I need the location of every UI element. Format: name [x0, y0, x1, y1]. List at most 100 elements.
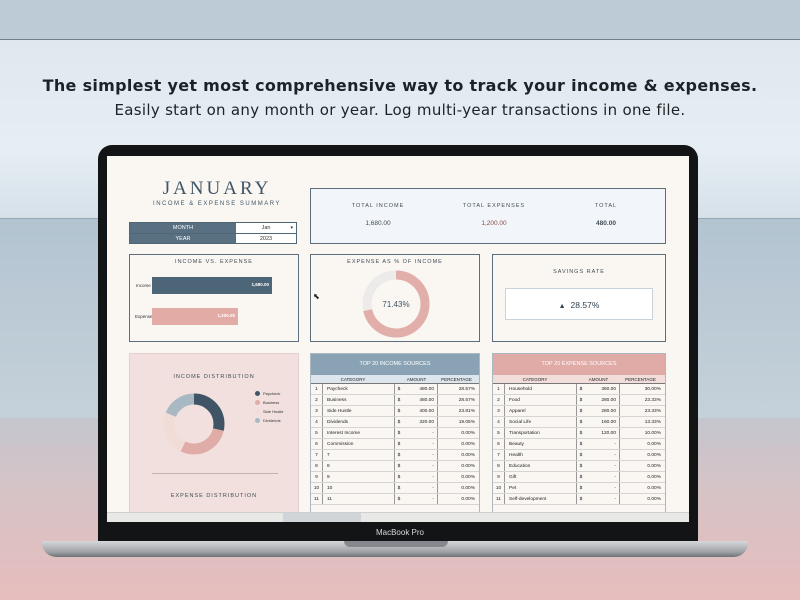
row-currency: $: [579, 387, 583, 392]
expense-bar: 1,200.00: [152, 308, 238, 325]
expense_sources-row[interactable]: 5 Transportation $120.00 10.00%: [493, 428, 665, 439]
headline-subtitle: Easily start on any month or year. Log m…: [114, 101, 686, 119]
income_sources-row[interactable]: 2 Business $480.00 28.57%: [311, 395, 479, 406]
expense_sources-row[interactable]: 9 Gift $ - 0.00%: [493, 472, 665, 483]
expense_sources-row[interactable]: 4 Social Life $160.00 13.33%: [493, 417, 665, 428]
column-header-amount: AMOUNT: [406, 377, 427, 382]
totals-card: TOTAL INCOME 1,680.00 TOTAL EXPENSES 1,2…: [310, 188, 666, 244]
row-currency: $: [397, 431, 401, 436]
row-currency: $: [579, 431, 583, 436]
expense-bar-label: Expense: [135, 314, 153, 319]
legend-label: Dividends: [263, 418, 281, 423]
legend-dot: [255, 400, 260, 406]
row-amount: -: [403, 472, 438, 482]
row-currency: $: [579, 475, 583, 480]
row-category: Gift: [505, 472, 577, 482]
income-sources-table: TOP 20 INCOME SOURCES CATEGORY AMOUNT PE…: [310, 353, 480, 522]
income-bar-value: 1,680.00: [251, 282, 269, 287]
income-vs-expense-title: INCOME VS. EXPENSE: [175, 259, 253, 265]
row-percentage: 30.00%: [644, 387, 661, 392]
month-value: Jan: [261, 225, 271, 231]
month-title: JANUARY: [162, 178, 272, 199]
income_sources-row[interactable]: 6 Commission $ - 0.00%: [311, 439, 479, 450]
income_sources-row[interactable]: 9 9 $ -0.00%: [311, 472, 479, 483]
sheet-tab-active[interactable]: [283, 513, 361, 522]
row-category: Business: [323, 395, 395, 405]
row-percentage: 0.00%: [461, 431, 475, 436]
income_sources-row[interactable]: 5 Interest Income $ - 0.00%: [311, 428, 479, 439]
income_sources-row[interactable]: 10 10 $ -0.00%: [311, 483, 479, 494]
total-expenses: TOTAL EXPENSES 1,200.00: [439, 203, 549, 227]
expense_sources-row[interactable]: 7 Health $ - 0.00%: [493, 450, 665, 461]
total-income-label: TOTAL INCOME: [351, 203, 405, 209]
row-number: 3: [311, 406, 323, 416]
row-amount: -: [585, 461, 620, 471]
income_sources-row[interactable]: 1 Paycheck $480.00 28.57%: [311, 384, 479, 395]
row-amount: -: [585, 472, 620, 482]
row-percentage: 0.00%: [461, 497, 475, 502]
income_sources-row[interactable]: 11 11 $ -0.00%: [311, 494, 479, 505]
income_sources-row[interactable]: 3 Side Hustle $400.00 23.81%: [311, 406, 479, 417]
row-category: 8: [323, 461, 395, 471]
income_sources-row[interactable]: 4 Dividends $320.00 19.05%: [311, 417, 479, 428]
expense_sources-row[interactable]: 2 Food $280.00 23.33%: [493, 395, 665, 406]
month-dropdown[interactable]: Jan ▾: [236, 223, 296, 233]
row-percentage: 0.00%: [461, 453, 475, 458]
expense-bar-value: 1,200.00: [217, 313, 235, 318]
income_sources-row[interactable]: 7 7 $ -0.00%: [311, 450, 479, 461]
row-category: Transportation: [505, 428, 577, 438]
total-expenses-value: 1,200.00: [481, 220, 507, 227]
savings-rate-value: 28.57%: [570, 300, 600, 310]
income-bar-label: Income: [136, 283, 151, 288]
sheet-tab-bar: [107, 512, 689, 522]
mouse-cursor-icon: ⬉: [313, 292, 320, 301]
income-sources-header: CATEGORY AMOUNT PERCENTAGE: [311, 375, 479, 384]
expense-percentage-title: EXPENSE AS % OF INCOME: [347, 259, 443, 265]
distribution-card: INCOME DISTRIBUTION Paycheck Business Si…: [129, 353, 299, 522]
expense_sources-row[interactable]: 6 Beauty $ - 0.00%: [493, 439, 665, 450]
income-distribution-donut: [163, 393, 225, 455]
row-amount: -: [585, 483, 620, 493]
year-input[interactable]: 2023: [236, 234, 296, 243]
income_sources-row[interactable]: 8 8 $ -0.00%: [311, 461, 479, 472]
ring-arc: [362, 270, 430, 338]
row-category: Dividends: [323, 417, 395, 427]
row-number: 4: [493, 417, 505, 427]
expense_sources-row[interactable]: 1 Household $360.00 30.00%: [493, 384, 665, 395]
row-amount: -: [403, 461, 438, 471]
row-amount: 280.00: [585, 406, 620, 416]
row-percentage: 0.00%: [647, 442, 661, 447]
row-category: Education: [505, 461, 577, 471]
row-category: Pet: [505, 483, 577, 493]
row-currency: $: [579, 464, 583, 469]
row-number: 11: [493, 494, 505, 504]
row-category: 11: [323, 494, 395, 504]
row-amount: -: [403, 428, 438, 438]
row-category: Health: [505, 450, 577, 460]
column-header-category: CATEGORY: [340, 377, 366, 382]
row-number: 10: [493, 483, 505, 493]
row-category: Beauty: [505, 439, 577, 449]
row-currency: $: [397, 420, 401, 425]
expense_sources-row[interactable]: 10 Pet $ - 0.00%: [493, 483, 665, 494]
row-currency: $: [579, 442, 583, 447]
income-sources-title: TOP 20 INCOME SOURCES: [311, 354, 479, 375]
row-currency: $: [579, 453, 583, 458]
expense_sources-row[interactable]: 3 Apparel $280.00 23.33%: [493, 406, 665, 417]
row-currency: $: [579, 486, 583, 491]
chevron-down-icon[interactable]: ▾: [290, 225, 293, 231]
expense_sources-row[interactable]: 8 Education $ - 0.00%: [493, 461, 665, 472]
row-currency: $: [397, 442, 401, 447]
income-sources-body: 1 Paycheck $480.00 28.57% 2 Business $480.00 28…: [311, 384, 479, 505]
row-amount: 400.00: [403, 406, 438, 416]
donut-slice-dividends: [163, 393, 225, 455]
row-currency: $: [397, 398, 401, 403]
month-selector-row: MONTH Jan ▾: [130, 223, 296, 233]
row-number: 5: [311, 428, 323, 438]
row-currency: $: [579, 420, 583, 425]
column-header-percentage: PERCENTAGE: [441, 377, 472, 382]
expense-percentage-value: 71.43%: [382, 300, 409, 309]
row-amount: 360.00: [585, 384, 620, 394]
row-percentage: 28.57%: [458, 387, 475, 392]
expense_sources-row[interactable]: 11 Self-development $ - 0.00%: [493, 494, 665, 505]
